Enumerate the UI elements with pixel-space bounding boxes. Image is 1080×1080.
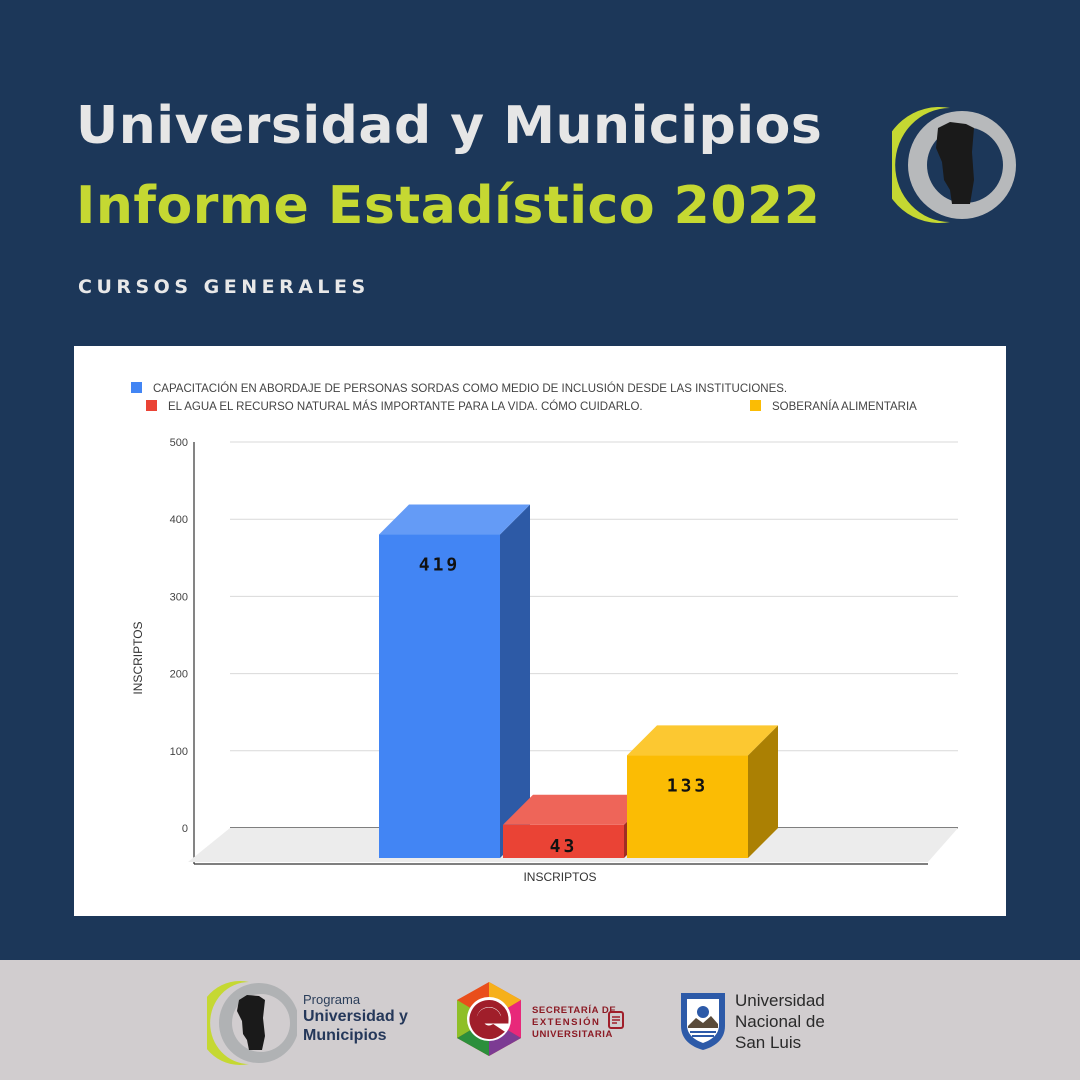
bar-chart: CAPACITACIÓN EN ABORDAJE DE PERSONAS SOR… [131,382,958,884]
legend-label: EL AGUA EL RECURSO NATURAL MÁS IMPORTANT… [168,400,643,413]
province-map-ring-logo-icon [207,981,297,1065]
program-label-small: Programa [303,992,361,1007]
bar-top-face [503,794,654,825]
university-name-line2: Nacional de [735,1012,825,1031]
extension-e-hexagon-logo-icon [457,982,521,1056]
bar-data-label: 43 [550,836,578,857]
y-tick-label: 0 [182,823,188,835]
y-tick-label: 300 [170,591,188,603]
secretaria-line3: UNIVERSITARIA [532,1029,613,1040]
page-subtitle: Informe Estadístico 2022 [76,176,821,236]
page-title: Universidad y Municipios [76,96,823,156]
legend-swatch [146,400,157,411]
legend-label: SOBERANÍA ALIMENTARIA [772,400,917,413]
program-name-line2: Municipios [303,1027,387,1044]
bar-side-face [500,504,530,858]
bar-side-face [748,725,778,858]
x-category-label: INSCRIPTOS [523,870,596,884]
bar-data-label: 419 [419,555,461,576]
y-tick-label: 500 [170,437,188,449]
secretaria-line1: SECRETARÍA DE [532,1005,617,1016]
bar-top-face [627,725,778,756]
y-axis-title: INSCRIPTOS [131,621,145,694]
bar-3 [627,725,778,858]
university-name-line3: San Luis [735,1033,802,1052]
secretaria-emblem-icon [608,1011,624,1029]
bar-data-label: 133 [667,775,709,796]
bar-top-face [379,504,530,535]
bar-front-face [379,534,500,858]
chart-panel: CAPACITACIÓN EN ABORDAJE DE PERSONAS SOR… [74,346,1006,916]
secretaria-line2: EXTENSIÓN [532,1017,601,1028]
bar-front-face [627,755,748,858]
legend-swatch [750,400,761,411]
y-tick-label: 400 [170,514,188,526]
section-label: CURSOS GENERALES [78,276,370,298]
program-name-line1: Universidad y [303,1008,408,1025]
y-tick-label: 200 [170,669,188,681]
footer-bar: Programa Universidad y Municipios SECRET… [0,960,1080,1080]
y-tick-label: 100 [170,746,188,758]
unsl-shield-logo-icon [681,993,725,1050]
program-logo-icon [892,107,1016,223]
legend-swatch [131,382,142,393]
bar-front-face [503,824,624,858]
bar-1 [379,504,530,858]
university-name-line1: Universidad [735,991,825,1010]
legend-label: CAPACITACIÓN EN ABORDAJE DE PERSONAS SOR… [153,382,787,395]
